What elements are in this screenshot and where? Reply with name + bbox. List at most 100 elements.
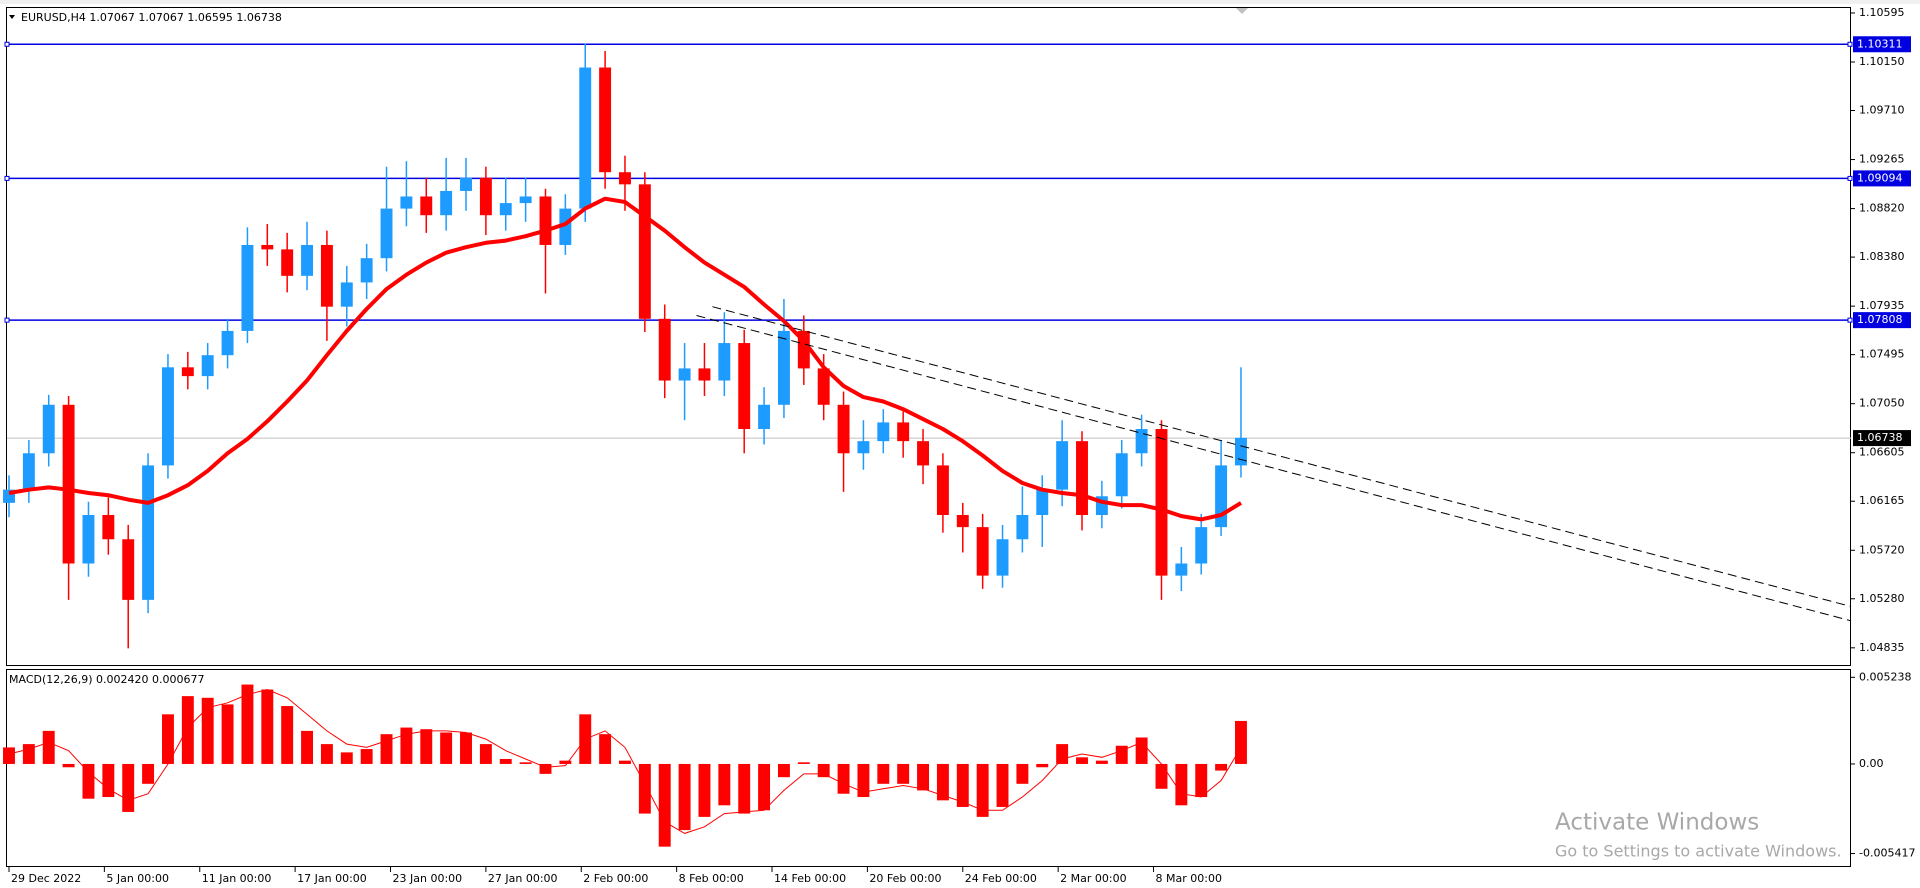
candle-body: [340, 282, 353, 307]
candle-body: [897, 422, 910, 442]
x-tick-label: 17 Jan 00:00: [297, 872, 367, 885]
y-tick-label: 1.08380: [1859, 250, 1905, 263]
level-label: 1.10311: [1857, 37, 1903, 50]
candle-body: [241, 244, 254, 331]
macd-bar: [360, 749, 373, 764]
x-tick-label: 8 Feb 00:00: [679, 872, 744, 885]
macd-bar: [221, 704, 234, 764]
y-tick-label: 1.04835: [1859, 641, 1905, 654]
macd-bar: [62, 763, 75, 768]
candle-body: [102, 515, 115, 540]
candle-body: [82, 515, 95, 564]
macd-header: MACD(12,26,9) 0.002420 0.000677: [9, 673, 205, 686]
macd-bar: [1095, 760, 1108, 764]
macd-bar: [380, 734, 393, 764]
macd-bar: [241, 684, 254, 764]
chart-header: EURUSD,H4 1.07067 1.07067 1.06595 1.0673…: [21, 11, 282, 24]
candle-body: [917, 441, 929, 466]
x-tick-label: 14 Feb 00:00: [774, 872, 846, 885]
macd-bar: [837, 763, 850, 794]
level-label-box: [1853, 312, 1911, 329]
candle-body: [201, 355, 214, 377]
candle-body: [956, 515, 969, 528]
candle-body: [380, 208, 393, 259]
candle-body: [62, 404, 75, 564]
macd-bar: [102, 763, 115, 798]
macd-bar: [1215, 763, 1228, 771]
y-tick-label: 1.05280: [1859, 592, 1905, 605]
candle-body: [42, 404, 55, 454]
macd-bar: [340, 752, 353, 764]
macd-bar: [638, 763, 651, 814]
current-price-label: 1.06738: [1857, 431, 1903, 444]
candle-body: [122, 539, 135, 600]
candle-body: [221, 330, 234, 356]
candle-body: [1235, 437, 1247, 466]
x-tick-label: 23 Jan 00:00: [393, 872, 463, 885]
macd-bar: [1175, 763, 1188, 806]
candle-body: [579, 67, 592, 209]
macd-frame: [6, 669, 1851, 867]
macd-bar: [619, 760, 631, 764]
macd-bar: [320, 744, 333, 764]
candle-body: [1115, 453, 1128, 497]
macd-bar: [1016, 763, 1029, 784]
macd-bar: [1155, 763, 1168, 789]
candle-body: [996, 539, 1009, 576]
trendline: [712, 306, 1852, 607]
y-tick-label: 1.06605: [1859, 446, 1905, 459]
level-label-box: [1853, 170, 1911, 187]
shift-marker: [1236, 8, 1248, 14]
macd-bar: [1056, 744, 1069, 764]
candle-body: [142, 465, 155, 600]
macd-bar: [1135, 737, 1148, 764]
y-tick-label: 1.09265: [1859, 153, 1905, 166]
macd-bar: [877, 763, 890, 784]
level-label: 1.07808: [1857, 313, 1903, 326]
macd-bar: [261, 689, 274, 764]
candle-body: [936, 465, 949, 516]
macd-bar: [201, 697, 214, 764]
symbol-arrow: [9, 15, 15, 19]
candle-body: [1155, 429, 1168, 576]
macd-bar: [82, 763, 95, 799]
y-tick-label: 1.07935: [1859, 299, 1905, 312]
candle-body: [758, 404, 771, 430]
level-label: 1.09094: [1857, 171, 1903, 184]
current-price-box: [1853, 430, 1911, 447]
candle-body: [1175, 563, 1188, 576]
macd-bar: [161, 714, 174, 764]
y-tick-label: 1.07495: [1859, 348, 1905, 361]
macd-bar: [758, 763, 771, 811]
y-tick-label: 0.00: [1859, 757, 1884, 770]
level-anchor: [4, 41, 10, 47]
y-tick-label: 1.09710: [1859, 104, 1905, 117]
macd-bar: [301, 730, 314, 764]
macd-bar: [599, 734, 612, 764]
y-tick-label: 1.05720: [1859, 543, 1905, 556]
candle-body: [499, 203, 512, 216]
candle-body: [1056, 441, 1069, 490]
macd-bar: [817, 763, 830, 778]
watermark-title: Activate Windows: [1555, 810, 1759, 836]
x-tick-label: 2 Mar 00:00: [1060, 872, 1126, 885]
candle-body: [678, 368, 691, 381]
y-tick-label: 1.10595: [1859, 6, 1905, 19]
y-tick-label: 1.08820: [1859, 202, 1905, 215]
candle-body: [261, 244, 274, 250]
candle-body: [320, 244, 333, 307]
candle-body: [539, 196, 552, 245]
candle-body: [281, 249, 294, 276]
macd-bar: [519, 762, 532, 764]
candle-body: [1135, 429, 1148, 454]
candle-body: [857, 441, 870, 454]
x-tick-label: 27 Jan 00:00: [488, 872, 558, 885]
y-tick-label: 1.07050: [1859, 397, 1905, 410]
macd-bar: [777, 763, 790, 778]
macd-bar: [499, 758, 512, 764]
macd-bar: [440, 732, 453, 764]
macd-bar: [1235, 720, 1247, 764]
candle-body: [976, 527, 989, 576]
x-tick-label: 20 Feb 00:00: [869, 872, 941, 885]
